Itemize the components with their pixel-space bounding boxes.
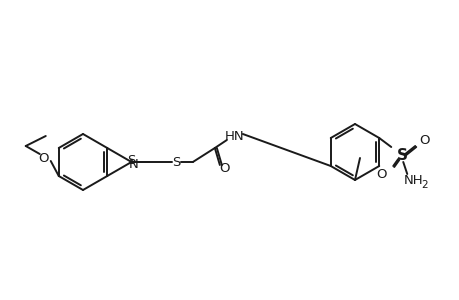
Text: 2: 2 bbox=[420, 180, 426, 190]
Text: S: S bbox=[127, 154, 135, 167]
Text: O: O bbox=[418, 134, 429, 148]
Text: N: N bbox=[129, 158, 138, 170]
Text: S: S bbox=[396, 148, 407, 164]
Text: HN: HN bbox=[224, 130, 244, 142]
Text: O: O bbox=[39, 152, 49, 164]
Text: O: O bbox=[375, 167, 386, 181]
Text: NH: NH bbox=[403, 173, 422, 187]
Text: S: S bbox=[171, 157, 179, 169]
Text: O: O bbox=[219, 161, 230, 175]
